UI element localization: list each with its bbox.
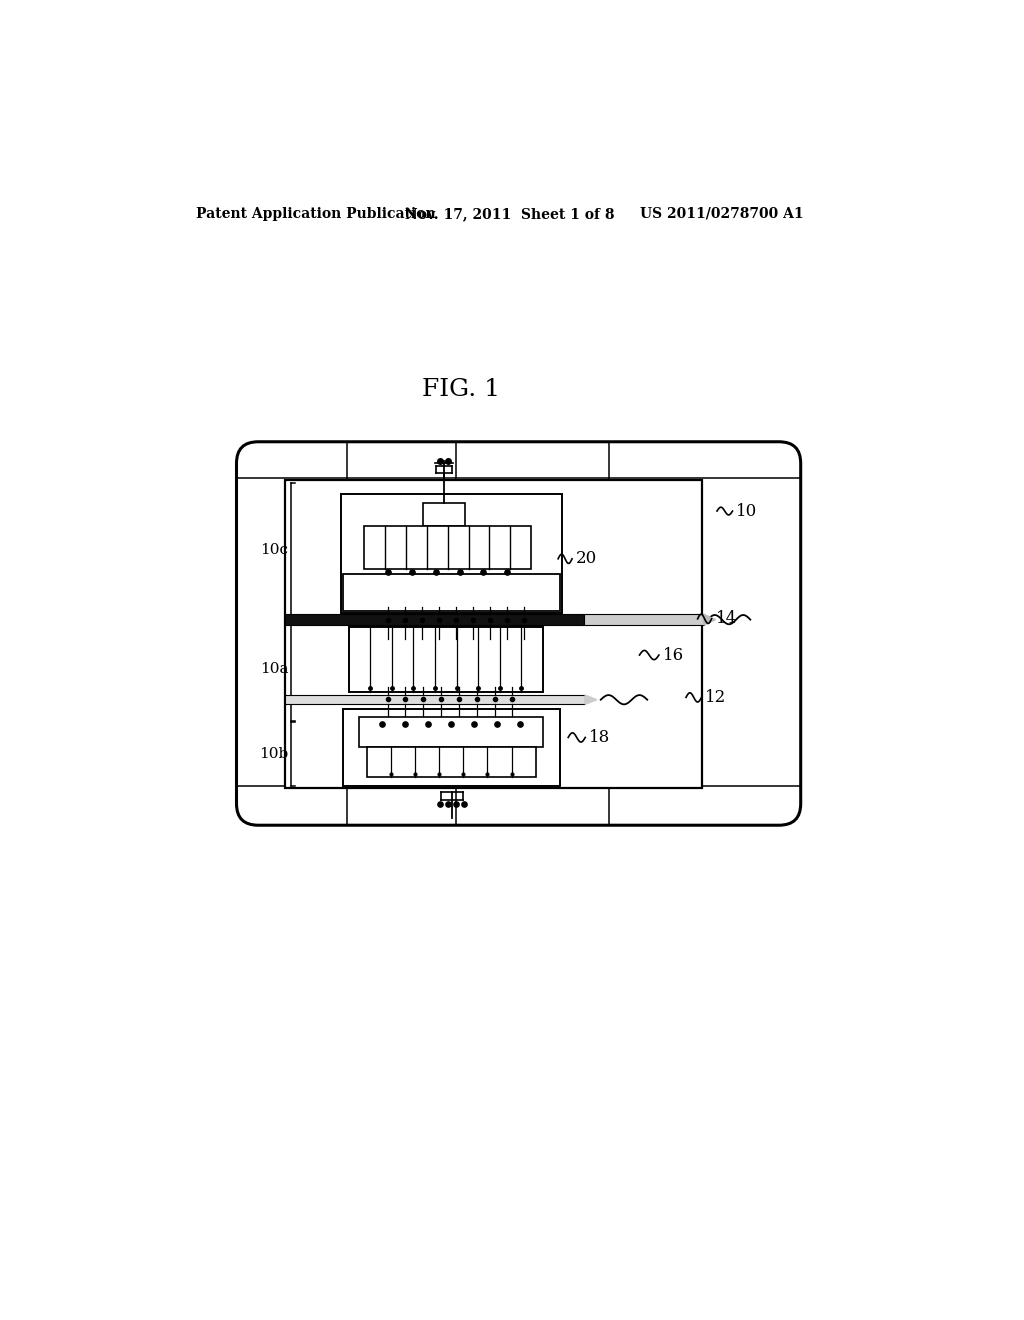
Text: 10c: 10c <box>260 543 289 557</box>
Text: 16: 16 <box>663 647 684 664</box>
Text: 18: 18 <box>589 729 610 746</box>
Bar <box>359 718 544 747</box>
Text: Patent Application Publication: Patent Application Publication <box>197 207 436 220</box>
Bar <box>285 614 584 626</box>
Bar <box>341 494 562 614</box>
Bar <box>365 527 531 569</box>
Polygon shape <box>703 614 716 626</box>
Bar <box>423 503 465 527</box>
Text: Nov. 17, 2011  Sheet 1 of 8: Nov. 17, 2011 Sheet 1 of 8 <box>406 207 615 220</box>
Text: 20: 20 <box>575 550 597 568</box>
Bar <box>349 627 543 692</box>
Bar <box>367 747 536 777</box>
Text: 12: 12 <box>706 689 727 706</box>
Text: 10b: 10b <box>259 747 289 762</box>
Polygon shape <box>586 696 597 705</box>
Text: 10a: 10a <box>260 663 289 676</box>
Text: FIG. 1: FIG. 1 <box>422 378 501 401</box>
Bar <box>584 614 703 626</box>
Bar <box>343 709 560 785</box>
Bar <box>285 696 586 705</box>
Text: 14: 14 <box>716 610 736 627</box>
Text: US 2011/0278700 A1: US 2011/0278700 A1 <box>640 207 803 220</box>
Bar <box>343 574 560 611</box>
Bar <box>285 480 701 788</box>
FancyBboxPatch shape <box>237 442 801 825</box>
Text: 10: 10 <box>736 503 758 520</box>
